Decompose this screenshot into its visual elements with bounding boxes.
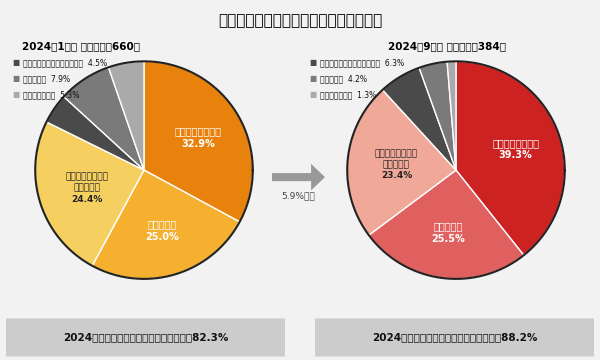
Text: 2024年9月　 回答者数：384人: 2024年9月 回答者数：384人 <box>388 41 506 51</box>
Text: ■: ■ <box>12 90 19 99</box>
Text: どちらかといえば
不安がある
24.4%: どちらかといえば 不安がある 24.4% <box>65 173 109 204</box>
Text: 5.9%増加: 5.9%増加 <box>281 192 316 201</box>
Text: 全く不安はない  5.3%: 全く不安はない 5.3% <box>23 90 79 99</box>
Text: どちらかといえば
不安がある
23.4%: どちらかといえば 不安がある 23.4% <box>375 149 418 180</box>
Text: どちらかといえば不安はない  6.3%: どちらかといえば不安はない 6.3% <box>320 58 404 68</box>
Text: ■: ■ <box>12 58 19 68</box>
Text: とても不安がある
39.3%: とても不安がある 39.3% <box>492 138 539 161</box>
Wedge shape <box>64 67 144 170</box>
Text: ■: ■ <box>309 90 316 99</box>
Wedge shape <box>109 61 144 170</box>
Text: ■: ■ <box>12 75 19 84</box>
Text: ■: ■ <box>309 75 316 84</box>
Wedge shape <box>383 68 456 170</box>
Wedge shape <box>369 170 524 279</box>
Text: 2024年後期は老後に「不安がある派」は88.2%: 2024年後期は老後に「不安がある派」は88.2% <box>372 333 537 342</box>
FancyBboxPatch shape <box>307 319 600 356</box>
Wedge shape <box>447 61 456 170</box>
Text: ■: ■ <box>309 58 316 68</box>
Text: 2024年前期は老後に「不安がある派」は82.3%: 2024年前期は老後に「不安がある派」は82.3% <box>63 333 228 342</box>
Text: 不安はない  4.2%: 不安はない 4.2% <box>320 75 367 84</box>
Text: 全く不安はない  1.3%: 全く不安はない 1.3% <box>320 90 376 99</box>
Wedge shape <box>92 170 239 279</box>
Text: どちらかといえば不安はない  4.5%: どちらかといえば不安はない 4.5% <box>23 58 107 68</box>
Text: 不安がある
25.0%: 不安がある 25.0% <box>145 219 179 242</box>
Text: 老後を迎えるにあたっての資金への不安: 老後を迎えるにあたっての資金への不安 <box>218 13 382 28</box>
Text: とても不安がある
32.9%: とても不安がある 32.9% <box>175 127 222 149</box>
Wedge shape <box>419 62 456 170</box>
Wedge shape <box>144 61 253 222</box>
Text: 不安がある
25.5%: 不安がある 25.5% <box>431 221 465 244</box>
Wedge shape <box>456 61 565 255</box>
Wedge shape <box>46 96 144 170</box>
Text: 2024年1月　 回答者数：660人: 2024年1月 回答者数：660人 <box>22 41 140 51</box>
Wedge shape <box>35 122 144 266</box>
Wedge shape <box>347 90 456 235</box>
Polygon shape <box>272 164 325 190</box>
FancyBboxPatch shape <box>0 319 293 356</box>
Text: 不安はない  7.9%: 不安はない 7.9% <box>23 75 70 84</box>
